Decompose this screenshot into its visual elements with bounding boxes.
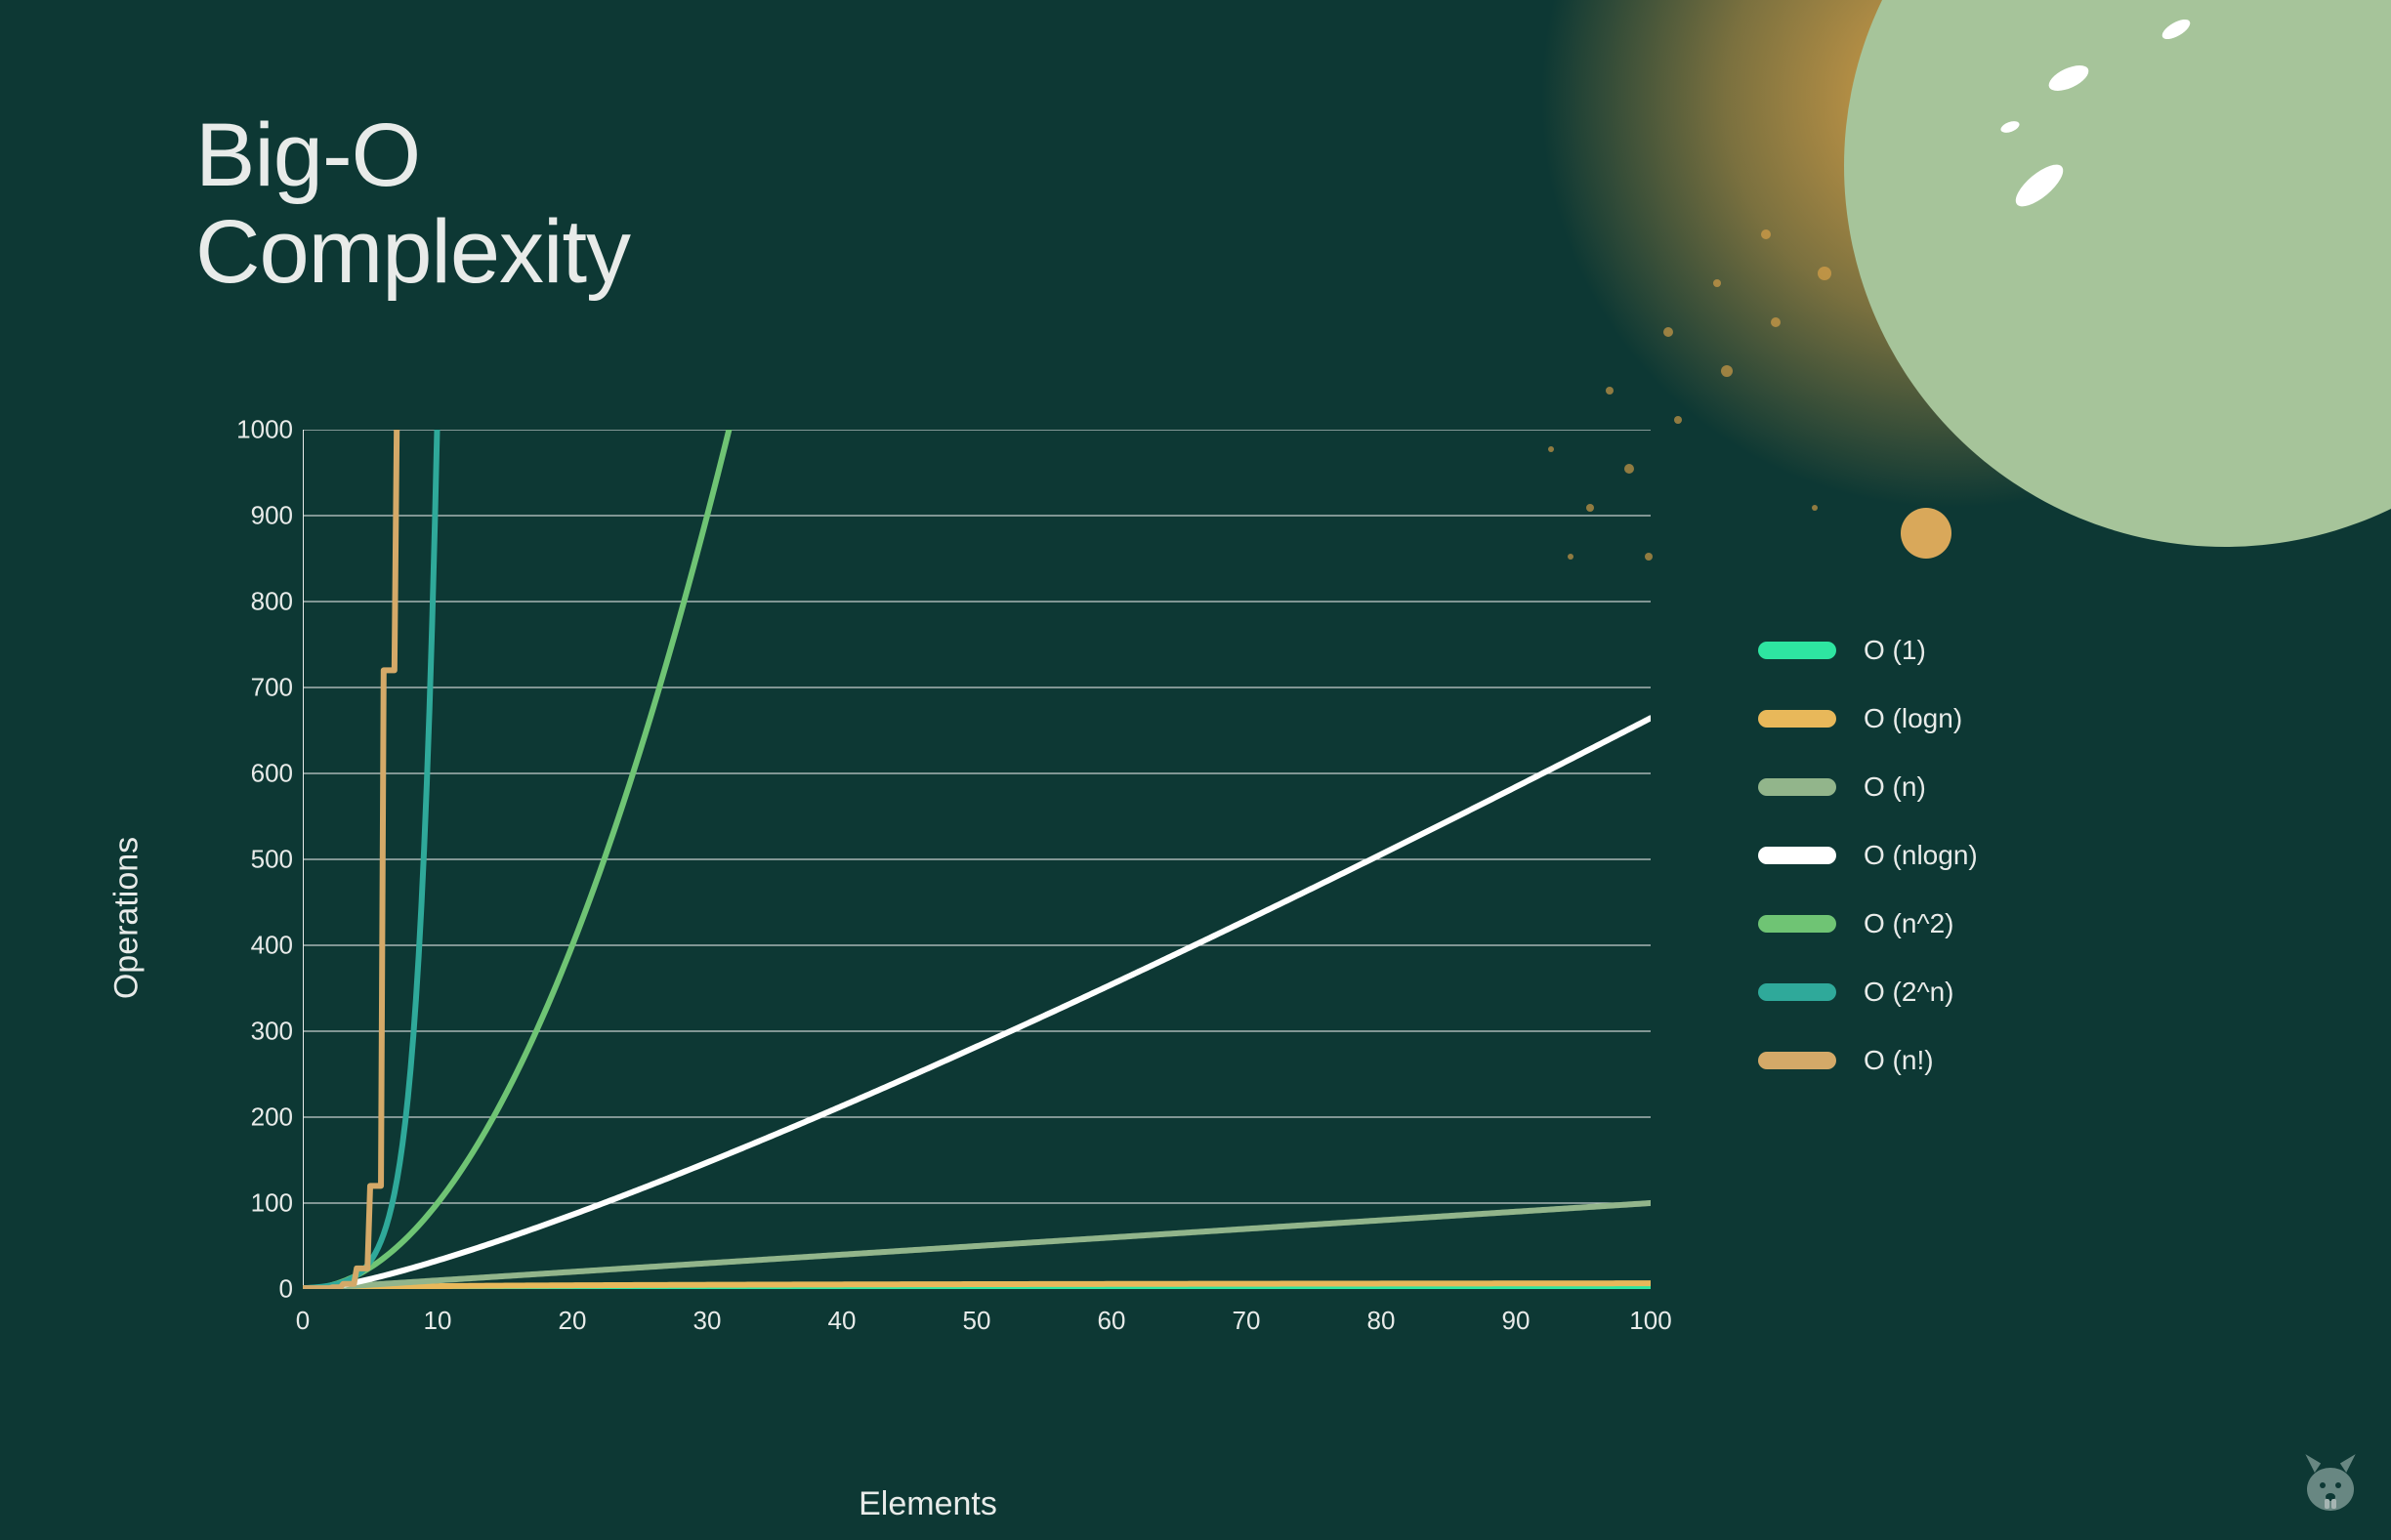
mascot-icon xyxy=(2295,1450,2366,1520)
y-tick: 700 xyxy=(215,673,293,703)
legend-label: O (1) xyxy=(1864,635,1926,666)
legend-label: O (n) xyxy=(1864,771,1926,803)
y-axis-label: Operations xyxy=(108,837,147,999)
y-tick: 500 xyxy=(215,845,293,875)
y-tick: 100 xyxy=(215,1188,293,1219)
legend: O (1) O (logn) O (n) O (nlogn) O (n^2) O (2^n… xyxy=(1758,635,1978,1076)
x-tick: 30 xyxy=(693,1306,722,1336)
y-tick: 900 xyxy=(215,501,293,531)
title-line1: Big-O xyxy=(195,105,420,205)
legend-swatch xyxy=(1758,915,1836,933)
legend-row: O (n) xyxy=(1758,771,1978,803)
y-tick: 1000 xyxy=(215,415,293,445)
title-line2: Complexity xyxy=(195,202,630,302)
legend-swatch xyxy=(1758,847,1836,864)
legend-label: O (n^2) xyxy=(1864,908,1954,939)
x-tick: 90 xyxy=(1502,1306,1531,1336)
legend-swatch xyxy=(1758,983,1836,1001)
legend-swatch xyxy=(1758,642,1836,659)
y-tick: 800 xyxy=(215,587,293,617)
chart-container: Operations 01002003004005006007008009001… xyxy=(156,430,1699,1406)
y-tick: 600 xyxy=(215,759,293,789)
x-tick: 10 xyxy=(424,1306,452,1336)
legend-label: O (logn) xyxy=(1864,703,1962,734)
y-tick: 0 xyxy=(215,1274,293,1305)
plot-area: 0102030405060708090100 xyxy=(303,430,1651,1289)
x-tick: 100 xyxy=(1629,1306,1671,1336)
legend-label: O (2^n) xyxy=(1864,977,1954,1008)
y-tick: 400 xyxy=(215,931,293,961)
x-tick: 50 xyxy=(963,1306,991,1336)
x-axis-label: Elements xyxy=(859,1485,997,1523)
decorative-dot xyxy=(1901,508,1951,559)
legend-swatch xyxy=(1758,710,1836,728)
legend-label: O (nlogn) xyxy=(1864,840,1978,871)
legend-swatch xyxy=(1758,1052,1836,1069)
legend-row: O (logn) xyxy=(1758,703,1978,734)
decorative-planet xyxy=(1844,0,2391,547)
legend-label: O (n!) xyxy=(1864,1045,1934,1076)
legend-swatch xyxy=(1758,778,1836,796)
x-tick: 40 xyxy=(828,1306,857,1336)
x-tick: 20 xyxy=(559,1306,587,1336)
legend-row: O (nlogn) xyxy=(1758,840,1978,871)
x-tick: 80 xyxy=(1367,1306,1396,1336)
page-title: Big-O Complexity xyxy=(195,107,630,302)
x-tick: 70 xyxy=(1233,1306,1261,1336)
y-tick: 200 xyxy=(215,1103,293,1133)
legend-row: O (n^2) xyxy=(1758,908,1978,939)
x-tick: 60 xyxy=(1098,1306,1126,1336)
y-tick: 300 xyxy=(215,1017,293,1047)
legend-row: O (2^n) xyxy=(1758,977,1978,1008)
legend-row: O (1) xyxy=(1758,635,1978,666)
legend-row: O (n!) xyxy=(1758,1045,1978,1076)
x-tick: 0 xyxy=(296,1306,310,1336)
